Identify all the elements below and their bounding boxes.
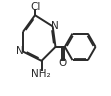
Text: N: N — [16, 46, 24, 56]
Text: N: N — [51, 21, 59, 31]
Text: NH₂: NH₂ — [31, 69, 50, 79]
Text: O: O — [59, 58, 67, 68]
Text: Cl: Cl — [30, 2, 40, 12]
